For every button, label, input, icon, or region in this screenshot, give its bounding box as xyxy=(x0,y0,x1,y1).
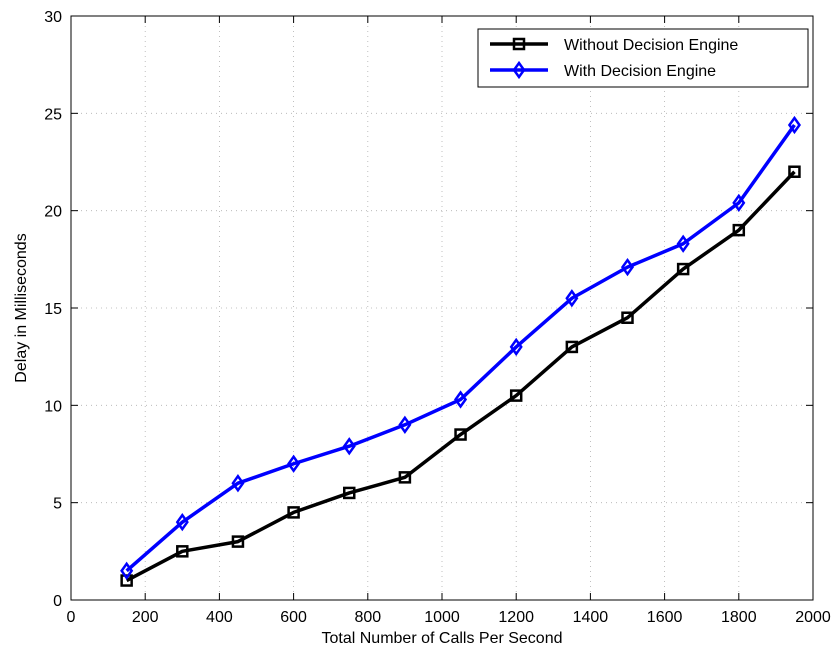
data-point-marker xyxy=(565,289,579,308)
data-point-marker xyxy=(676,262,690,276)
series-line xyxy=(125,170,796,583)
legend-marker xyxy=(512,37,526,51)
x-tick-label: 0 xyxy=(67,609,76,626)
data-point-marker xyxy=(231,535,245,548)
legend-label: Without Decision Engine xyxy=(564,37,738,54)
x-tick-label: 2000 xyxy=(795,609,831,626)
y-axis-label: Delay in Milliseconds xyxy=(13,233,30,382)
data-point-marker xyxy=(176,545,189,558)
data-point-marker xyxy=(732,223,746,237)
y-tick-label: 25 xyxy=(44,106,62,123)
legend-label: With Decision Engine xyxy=(564,63,716,80)
axis-ticks: 0 200 400 600 800 1000 1200 1400 1600 1800 2000 0 5 1… xyxy=(44,9,831,626)
data-point-marker xyxy=(787,115,801,135)
y-tick-label: 30 xyxy=(44,9,62,26)
data-point-marker xyxy=(788,165,801,178)
x-tick-label: 1800 xyxy=(721,609,757,626)
data-point-marker xyxy=(454,428,467,441)
x-tick-label: 1400 xyxy=(573,609,609,626)
data-point-marker xyxy=(509,389,523,402)
data-point-marker xyxy=(454,390,468,409)
x-tick-label: 200 xyxy=(132,609,159,626)
data-point-marker xyxy=(398,471,412,484)
data-point-marker xyxy=(120,561,134,580)
data-point-marker xyxy=(565,340,579,354)
y-tick-label: 5 xyxy=(53,496,62,513)
series-with-decision-engine xyxy=(120,115,801,580)
legend-marker xyxy=(512,60,526,80)
y-tick-label: 10 xyxy=(44,398,62,415)
x-tick-label: 600 xyxy=(280,609,307,626)
data-point-marker xyxy=(620,257,635,277)
series-group xyxy=(120,115,801,587)
data-point-marker xyxy=(676,234,690,253)
x-tick-label: 800 xyxy=(354,609,381,626)
series-without-decision-engine xyxy=(120,165,801,587)
data-point-marker xyxy=(732,193,746,213)
data-point-marker xyxy=(287,454,301,473)
data-point-marker xyxy=(398,415,412,434)
x-axis-label: Total Number of Calls Per Second xyxy=(322,630,563,647)
series-line xyxy=(125,123,796,573)
data-point-marker xyxy=(342,437,356,456)
y-tick-label: 0 xyxy=(53,593,62,610)
data-point-marker xyxy=(287,506,300,519)
data-point-marker xyxy=(509,337,523,357)
data-point-marker xyxy=(120,574,133,587)
x-tick-label: 400 xyxy=(206,609,233,626)
data-point-marker xyxy=(175,512,189,532)
legend-box xyxy=(477,28,809,88)
data-point-marker xyxy=(621,311,634,324)
x-tick-label: 1000 xyxy=(424,609,460,626)
data-point-marker xyxy=(231,474,245,493)
data-point-marker xyxy=(343,486,356,500)
grid-lines xyxy=(71,16,813,600)
y-tick-label: 15 xyxy=(44,301,62,318)
y-tick-label: 20 xyxy=(44,204,62,221)
x-tick-label: 1200 xyxy=(498,609,534,626)
legend: Without Decision Engine With Decision Eng… xyxy=(477,28,809,88)
x-tick-label: 1600 xyxy=(647,609,683,626)
